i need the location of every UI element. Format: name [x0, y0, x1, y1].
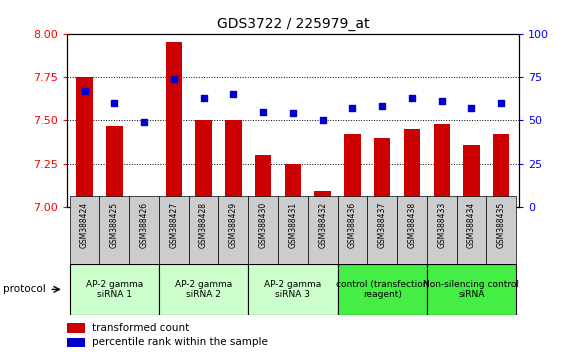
- Bar: [70, 196, 99, 264]
- Text: GSM388426: GSM388426: [140, 202, 148, 248]
- Text: GSM388436: GSM388436: [348, 202, 357, 248]
- Text: control (transfection
reagent): control (transfection reagent): [336, 280, 429, 299]
- Point: [496, 100, 506, 106]
- Bar: [67, 324, 85, 333]
- Text: AP-2 gamma
siRNA 3: AP-2 gamma siRNA 3: [264, 280, 321, 299]
- Point: [199, 95, 208, 101]
- Point: [229, 92, 238, 97]
- Text: GSM388427: GSM388427: [169, 202, 178, 248]
- Bar: [106, 126, 122, 207]
- Bar: [374, 138, 390, 207]
- Text: protocol: protocol: [3, 284, 46, 295]
- Bar: [463, 145, 480, 207]
- Bar: [456, 196, 487, 264]
- Bar: [367, 196, 397, 264]
- Bar: [433, 124, 450, 207]
- Bar: [99, 196, 129, 264]
- Bar: [493, 134, 509, 207]
- Point: [318, 118, 327, 123]
- Bar: [219, 196, 248, 264]
- Bar: [195, 120, 212, 207]
- Point: [378, 104, 387, 109]
- Bar: [77, 77, 93, 207]
- Bar: [427, 264, 516, 315]
- Bar: [397, 196, 427, 264]
- Bar: [308, 196, 338, 264]
- Bar: [338, 264, 427, 315]
- Text: GSM388424: GSM388424: [80, 202, 89, 248]
- Text: GSM388435: GSM388435: [496, 202, 506, 248]
- Bar: [70, 264, 159, 315]
- Text: percentile rank within the sample: percentile rank within the sample: [92, 337, 267, 348]
- Text: Non-silencing control
siRNA: Non-silencing control siRNA: [423, 280, 520, 299]
- Bar: [255, 155, 271, 207]
- Bar: [67, 338, 85, 347]
- Bar: [487, 196, 516, 264]
- Title: GDS3722 / 225979_at: GDS3722 / 225979_at: [217, 17, 369, 31]
- Text: AP-2 gamma
siRNA 1: AP-2 gamma siRNA 1: [86, 280, 143, 299]
- Bar: [159, 196, 188, 264]
- Bar: [248, 264, 338, 315]
- Bar: [427, 196, 456, 264]
- Text: AP-2 gamma
siRNA 2: AP-2 gamma siRNA 2: [175, 280, 232, 299]
- Text: GSM388431: GSM388431: [288, 202, 298, 248]
- Bar: [159, 264, 248, 315]
- Point: [110, 100, 119, 106]
- Text: GSM388430: GSM388430: [259, 202, 267, 248]
- Text: GSM388425: GSM388425: [110, 202, 119, 248]
- Point: [139, 119, 148, 125]
- Bar: [248, 196, 278, 264]
- Bar: [225, 120, 241, 207]
- Bar: [129, 196, 159, 264]
- Text: GSM388438: GSM388438: [408, 202, 416, 248]
- Point: [407, 95, 416, 101]
- Point: [467, 105, 476, 111]
- Bar: [345, 134, 361, 207]
- Text: transformed count: transformed count: [92, 323, 189, 333]
- Text: GSM388428: GSM388428: [199, 202, 208, 248]
- Point: [169, 76, 179, 81]
- Text: GSM388429: GSM388429: [229, 202, 238, 248]
- Text: GSM388432: GSM388432: [318, 202, 327, 248]
- Point: [288, 110, 298, 116]
- Point: [437, 98, 447, 104]
- Bar: [404, 129, 420, 207]
- Bar: [314, 192, 331, 207]
- Point: [80, 88, 89, 94]
- Bar: [278, 196, 308, 264]
- Bar: [338, 196, 367, 264]
- Text: GSM388434: GSM388434: [467, 202, 476, 248]
- Bar: [136, 197, 153, 207]
- Bar: [188, 196, 219, 264]
- Point: [348, 105, 357, 111]
- Point: [259, 109, 268, 115]
- Bar: [285, 164, 301, 207]
- Text: GSM388433: GSM388433: [437, 202, 446, 248]
- Text: GSM388437: GSM388437: [378, 202, 387, 248]
- Bar: [166, 42, 182, 207]
